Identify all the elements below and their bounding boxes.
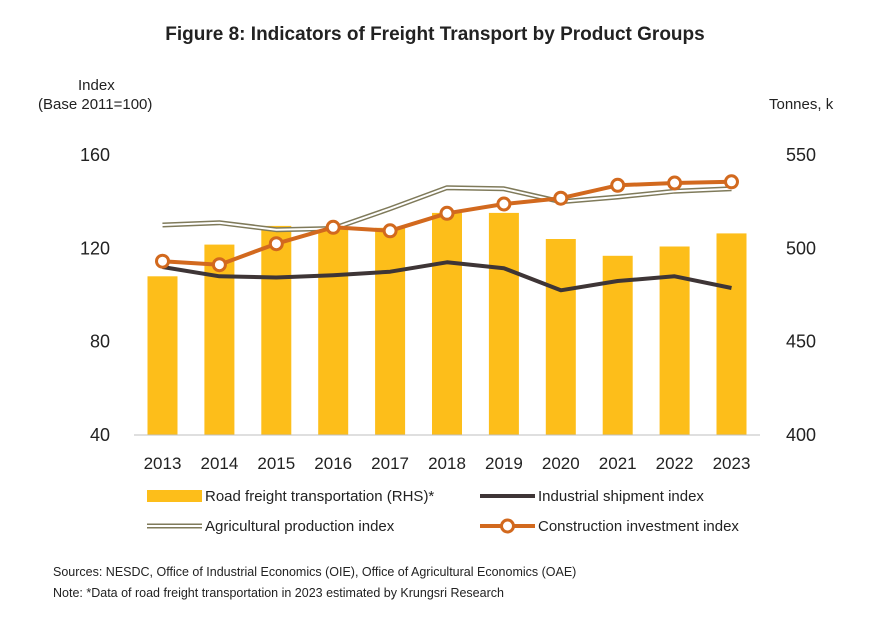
road-freight-bar-2020 [545, 239, 576, 435]
legend-swatch-construction-marker [500, 518, 515, 534]
construction-investment-marker-2021 [610, 177, 626, 193]
road-freight-bar-2013 [147, 276, 178, 435]
x-tick-label-2013: 2013 [144, 454, 182, 473]
road-freight-bar-2021 [602, 255, 633, 435]
agricultural-production-line-inner [162, 186, 732, 231]
left-axis-title-line2: (Base 2011=100) [38, 96, 153, 113]
legend-label-industrial-shipment: Industrial shipment index [538, 488, 704, 505]
x-tick-label-2020: 2020 [542, 454, 580, 473]
road-freight-bar-2017 [375, 227, 406, 435]
left-tick-label: 120 [80, 238, 110, 258]
construction-investment-marker-2017 [382, 223, 398, 239]
legend-label-road-freight: Road freight transportation (RHS)* [205, 488, 434, 505]
construction-investment-marker-2015 [268, 236, 284, 252]
left-axis-title-line1: Index [78, 77, 115, 94]
x-tick-label-2018: 2018 [428, 454, 466, 473]
legend-label-construction: Construction investment index [538, 518, 739, 535]
industrial-shipment-line [162, 260, 732, 293]
x-tick-label-2017: 2017 [371, 454, 409, 473]
construction-investment-marker-2023 [724, 174, 739, 190]
chart-title: Figure 8: Indicators of Freight Transpor… [165, 24, 705, 45]
right-axis-title: Tonnes, k [769, 96, 834, 113]
construction-investment-marker-2022 [667, 175, 683, 191]
construction-investment-marker-2020 [553, 190, 569, 206]
x-tick-label-2014: 2014 [200, 454, 238, 473]
road-freight-bar-2016 [318, 227, 349, 435]
road-freight-bar-2015 [261, 225, 292, 435]
road-freight-bar-2019 [488, 212, 519, 435]
x-tick-label-2021: 2021 [599, 454, 637, 473]
legend-swatch-road-freight [147, 490, 202, 502]
construction-investment-marker-2019 [496, 196, 512, 212]
legend-label-agricultural: Agricultural production index [205, 518, 395, 535]
sources-note: Sources: NESDC, Office of Industrial Eco… [53, 565, 577, 579]
right-tick-label: 500 [786, 238, 816, 258]
left-tick-label: 160 [80, 145, 110, 165]
road-freight-bar-2023 [716, 233, 747, 435]
right-tick-label: 400 [786, 425, 816, 445]
x-tick-label-2022: 2022 [656, 454, 694, 473]
left-tick-label: 40 [90, 425, 110, 445]
road-freight-bar-2018 [432, 212, 462, 435]
construction-investment-marker-2013 [155, 253, 170, 269]
x-tick-label-2016: 2016 [314, 454, 352, 473]
construction-investment-marker-2016 [325, 219, 341, 235]
x-tick-label-2019: 2019 [485, 454, 523, 473]
right-tick-label: 550 [786, 145, 816, 165]
left-tick-label: 80 [90, 332, 110, 352]
estimate-note: Note: *Data of road freight transportati… [53, 586, 504, 600]
right-tick-label: 450 [786, 332, 816, 352]
construction-investment-marker-2014 [211, 257, 227, 273]
x-tick-label-2023: 2023 [713, 454, 751, 473]
x-tick-label-2015: 2015 [257, 454, 295, 473]
construction-investment-marker-2018 [439, 205, 455, 221]
